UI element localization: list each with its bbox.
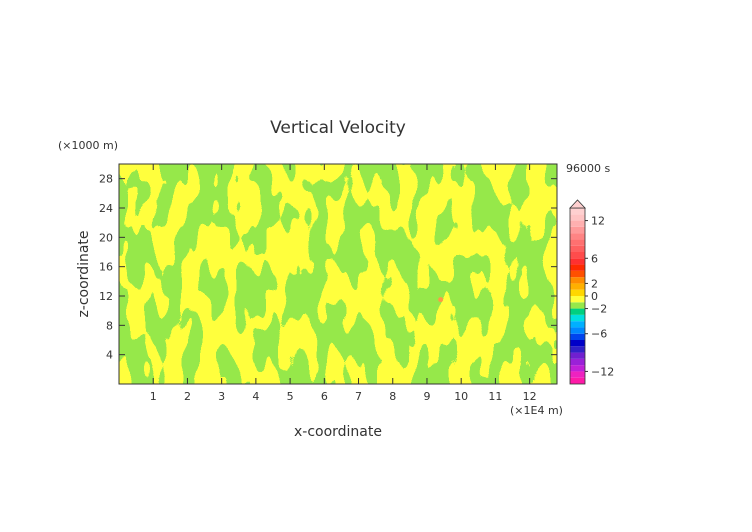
y-tick-label: 12 [99,290,113,303]
colorbar-tick-label: −2 [591,303,607,316]
colorbar-segment [570,258,585,265]
velocity-field [119,164,557,384]
field-positive-regions [119,164,557,384]
y-tick-label: 16 [99,261,113,274]
colorbar-segment [570,264,585,271]
y-tick-label: 24 [99,202,113,215]
x-tick-label: 6 [321,390,328,403]
colorbar-tick-label: 2 [591,277,598,290]
x-unit-label: (×1E4 m) [510,404,563,417]
colorbar-segment [570,365,585,372]
colorbar-segment [570,377,585,384]
time-label: 96000 s [566,162,610,175]
chart-title: Vertical Velocity [270,118,406,138]
x-tick-label: 10 [454,390,468,403]
colorbar-segment [570,352,585,359]
colorbar-segment [570,296,585,303]
colorbar-segment [570,220,585,227]
colorbar-segment [570,226,585,234]
x-tick-label: 12 [523,390,537,403]
y-tick-label: 4 [106,349,113,362]
colorbar-segment [570,346,585,353]
x-tick-label: 3 [218,390,225,403]
colorbar-tick-label: −6 [591,328,607,341]
colorbar-segment [570,333,585,340]
colorbar-segment [570,308,585,315]
y-axis-label: z-coordinate [76,230,92,317]
colorbar-segment [570,283,585,290]
colorbar-tick-label: −12 [591,365,614,378]
colorbar-extend-arrow [569,199,586,209]
y-tick-label: 28 [99,173,113,186]
colorbar-tick-label: 12 [591,215,605,228]
colorbar-segment [570,314,585,322]
field-hot-spot [438,297,444,303]
colorbar-segment [570,358,585,366]
x-tick-label: 2 [184,390,191,403]
x-tick-label: 1 [150,390,157,403]
colorbar-segment [570,289,585,296]
x-tick-label: 7 [355,390,362,403]
x-tick-label: 8 [389,390,396,403]
colorbar-segment [570,327,585,334]
colorbar-ticks: 12 6 20−2 −6 −12 [585,215,614,378]
colorbar-segment [570,277,585,284]
colorbar [569,199,586,385]
colorbar-segment [570,340,585,347]
y-unit-label: (×1000 m) [58,139,118,152]
y-axis-ticks: 4 8 12 16 20 24 28 [99,173,557,362]
colorbar-segment [570,302,585,309]
x-tick-label: 11 [488,390,502,403]
colorbar-segment [570,371,585,378]
colorbar-segment [570,245,585,252]
y-tick-label: 8 [106,319,113,332]
x-axis-ticks: 1 2 3 4 5 6 7 8 9 10 11 12 [150,164,537,403]
x-tick-label: 9 [423,390,430,403]
colorbar-segment [570,239,585,246]
colorbar-segment [570,252,585,259]
colorbar-segment [570,270,585,278]
x-axis-label: x-coordinate [294,424,382,440]
colorbar-segment [570,321,585,328]
colorbar-segment [570,214,585,221]
colorbar-segment [570,208,585,215]
colorbar-tick-label: 6 [591,252,598,265]
plot-frame [118,163,558,385]
x-tick-label: 5 [287,390,294,403]
x-tick-label: 4 [252,390,259,403]
y-tick-label: 20 [99,231,113,244]
colorbar-segment [570,233,585,240]
colorbar-tick-label: 0 [591,290,598,303]
